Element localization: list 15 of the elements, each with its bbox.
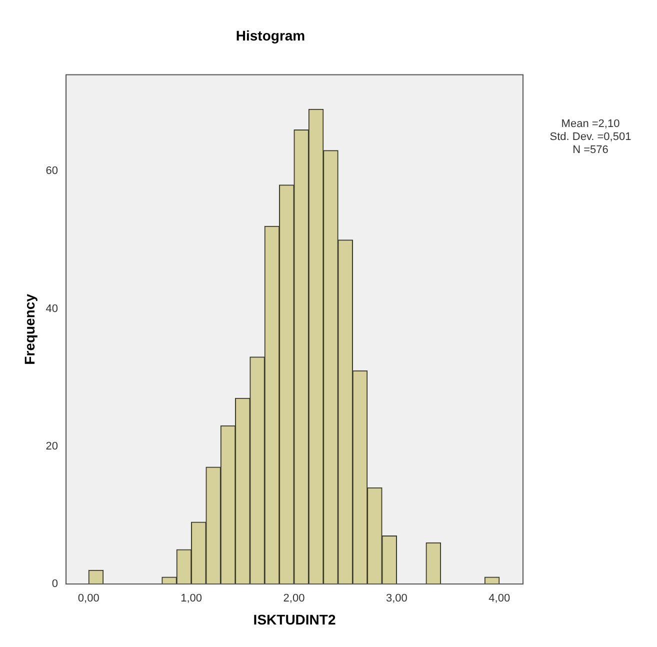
y-tick-label: 0 bbox=[52, 578, 58, 590]
x-tick-label: 3,00 bbox=[386, 592, 408, 605]
text: Mean =2,10 bbox=[560, 118, 621, 131]
x-tick-label: 0,00 bbox=[78, 592, 100, 605]
y-tick-label: 60 bbox=[46, 165, 58, 178]
y-tick-label: 40 bbox=[46, 302, 58, 315]
x-axis-title: ISKTUDINT2 bbox=[253, 611, 336, 628]
x-tick-label: 4,00 bbox=[488, 592, 510, 605]
x-tick-label: 2,00 bbox=[283, 592, 305, 605]
text: Std. Dev. =0,501 bbox=[548, 131, 632, 144]
chart-title: Histogram bbox=[236, 27, 306, 44]
text: N =576 bbox=[572, 144, 610, 157]
y-tick-label: 20 bbox=[46, 440, 58, 452]
y-axis-title: Frequency bbox=[21, 294, 38, 365]
x-tick-label: 1,00 bbox=[180, 592, 202, 605]
